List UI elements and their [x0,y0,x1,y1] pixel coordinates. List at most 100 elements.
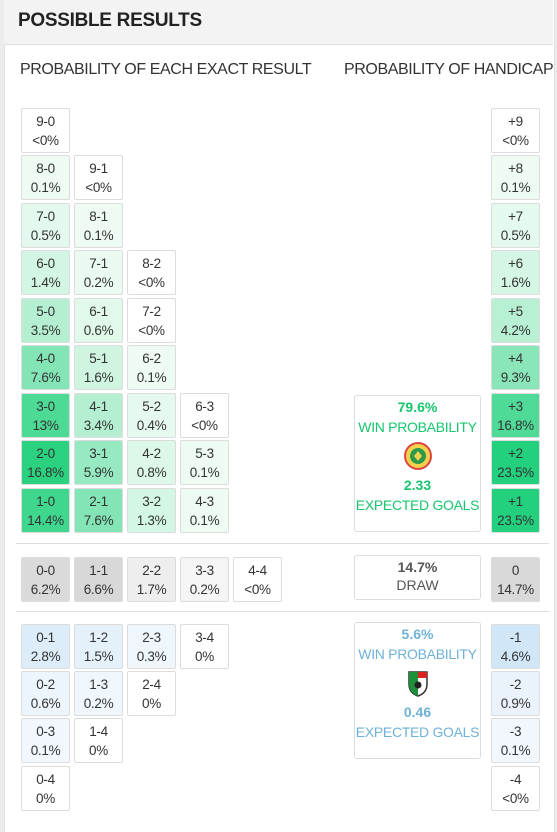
score-cell: 6-0 1.4% [21,250,70,295]
handicap-cell: +7 0.5% [491,203,540,248]
score-label: 6-0 [36,256,55,271]
score-label: -4 [509,772,522,787]
probability-value: 0.1% [136,370,167,385]
probability-value: 0.1% [500,743,531,758]
draw-percentage: 14.7% [397,559,438,575]
probability-value: 2.8% [30,649,61,664]
score-label: 2-1 [89,494,108,509]
score-label: 0 [511,563,520,578]
probability-value: 4.6% [500,649,531,664]
probability-value: 1.6% [500,275,531,290]
score-label: 1-3 [89,677,108,692]
score-label: 1-4 [89,724,108,739]
probability-value: 14.4% [27,513,64,528]
score-label: -2 [509,677,522,692]
probability-value: 23.5% [497,513,534,528]
away-win-label: WIN PROBABILITY [358,646,477,662]
probability-value: 0.2% [83,696,114,711]
handicap-cell: -1 4.6% [491,624,540,669]
probability-value: 0% [89,743,108,758]
score-cell: 7-2 <0% [127,298,176,343]
probability-value: 0.1% [500,180,531,195]
score-label: 2-3 [142,630,161,645]
score-label: 2-4 [142,677,161,692]
score-cell: 3-0 13% [21,393,70,438]
probability-value: 7.6% [83,513,114,528]
probability-value: 0% [142,696,161,711]
probability-value: 0% [195,649,214,664]
away-expected-goals-label: EXPECTED GOALS [355,724,480,740]
handicap-cell: 0 14.7% [491,557,540,602]
score-cell: 4-0 7.6% [21,345,70,390]
score-cell: 8-0 0.1% [21,155,70,200]
panel-header: POSSIBLE RESULTS [4,0,553,45]
score-label: 1-2 [89,630,108,645]
probability-value: 13% [32,418,59,433]
score-label: +9 [508,114,523,129]
score-cell: 6-2 0.1% [127,345,176,390]
score-label: 6-1 [89,304,108,319]
panel-title: POSSIBLE RESULTS [18,10,202,31]
handicap-cell: -2 0.9% [491,671,540,716]
away-score-cell: 0-1 2.8% [21,624,70,669]
away-team-crest-icon [403,668,433,698]
probability-value: 9.3% [500,370,531,385]
divider [16,611,549,612]
probability-value: 0.5% [30,228,61,243]
score-label: +4 [508,351,523,366]
score-label: 5-3 [195,446,214,461]
divider [16,543,549,544]
score-label: 8-1 [89,209,108,224]
score-cell: 4-1 3.4% [74,393,123,438]
score-cell: 2-0 16.8% [21,440,70,485]
draw-score-cell: 2-2 1.7% [127,557,176,602]
score-label: 4-0 [36,351,55,366]
away-score-cell: 3-4 0% [180,624,229,669]
probability-value: <0% [244,582,271,597]
away-score-cell: 1-2 1.5% [74,624,123,669]
probability-value: 0.5% [500,228,531,243]
score-label: +6 [508,256,523,271]
away-score-cell: 1-3 0.2% [74,671,123,716]
handicap-cell: +4 9.3% [491,345,540,390]
score-label: 4-1 [89,399,108,414]
probability-value: 0.6% [83,323,114,338]
home-win-card: 79.6% WIN PROBABILITY 2.33 EXPECTED GOAL… [354,395,481,532]
away-score-cell: 0-4 0% [21,766,70,811]
score-label: 3-0 [36,399,55,414]
probability-value: 0.1% [189,465,220,480]
away-win-card: 5.6% WIN PROBABILITY 0.46 EXPECTED GOALS [354,622,481,759]
handicap-cell: -4 <0% [491,766,540,811]
away-win-percentage: 5.6% [401,626,434,642]
score-cell: 6-3 <0% [180,393,229,438]
score-cell: 4-2 0.8% [127,440,176,485]
score-label: +5 [508,304,523,319]
score-cell: 5-0 3.5% [21,298,70,343]
score-label: 9-0 [36,114,55,129]
score-label: 4-4 [248,563,267,578]
score-label: 3-2 [142,494,161,509]
probability-value: 0.1% [189,513,220,528]
probability-value: 3.5% [30,323,61,338]
score-label: 7-1 [89,256,108,271]
home-team-crest-icon [403,441,433,471]
probability-value: 0.3% [136,649,167,664]
probability-value: 1.7% [136,582,167,597]
handicap-cell: +5 4.2% [491,298,540,343]
probability-value: <0% [85,180,112,195]
score-label: 5-1 [89,351,108,366]
score-label: 6-3 [195,399,214,414]
probability-value: 0.8% [136,465,167,480]
score-label: 3-4 [195,630,214,645]
score-label: 9-1 [89,161,108,176]
probability-value: 1.6% [83,370,114,385]
home-win-percentage: 79.6% [397,399,438,415]
score-label: 3-3 [195,563,214,578]
score-cell: 9-1 <0% [74,155,123,200]
probability-value: 7.6% [30,370,61,385]
away-score-cell: 1-4 0% [74,718,123,763]
handicap-cell: +1 23.5% [491,488,540,533]
handicap-cell: -3 0.1% [491,718,540,763]
score-label: +3 [508,399,523,414]
home-expected-goals-label: EXPECTED GOALS [355,497,480,513]
